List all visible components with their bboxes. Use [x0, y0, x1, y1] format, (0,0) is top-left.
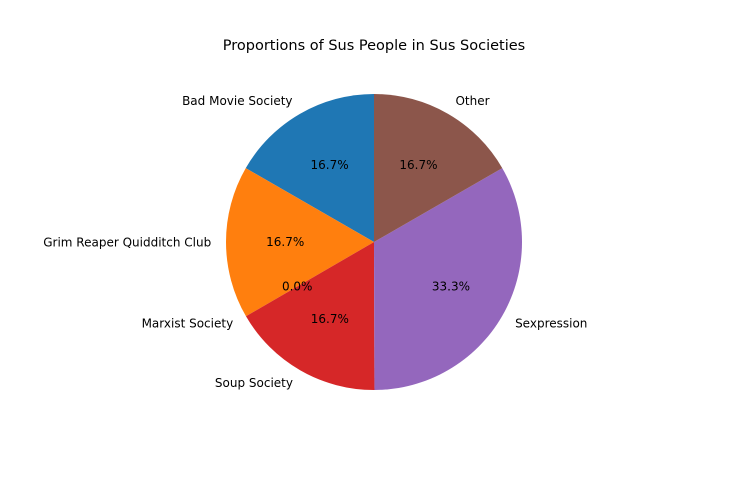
slice-label-sexpression: Sexpression: [515, 316, 587, 330]
slice-other: [374, 94, 503, 242]
slice-pct-sexpression: 33.3%: [432, 279, 470, 293]
slice-pct-grim-reaper-quidditch-club: 16.7%: [266, 235, 304, 249]
pie-slices: [225, 94, 522, 390]
slice-pct-other: 16.7%: [399, 158, 437, 172]
slice-pct-soup-society: 16.7%: [311, 312, 349, 326]
slice-pct-bad-movie-society: 16.7%: [310, 158, 348, 172]
slice-bad-movie-society: [245, 94, 374, 242]
slice-label-soup-society: Soup Society: [215, 376, 293, 390]
slice-label-marxist-society: Marxist Society: [142, 317, 234, 331]
slice-label-grim-reaper-quidditch-club: Grim Reaper Quidditch Club: [43, 235, 211, 249]
slice-grim-reaper-quidditch-club: [225, 168, 374, 317]
slice-label-bad-movie-society: Bad Movie Society: [182, 94, 292, 108]
chart-title: Proportions of Sus People in Sus Societi…: [223, 38, 525, 54]
slice-label-other: Other: [455, 94, 489, 108]
slice-sexpression: [374, 168, 522, 390]
pie-labels: Bad Movie Society 16.7% Grim Reaper Quiddi…: [43, 94, 587, 390]
slice-soup-society: [245, 242, 375, 390]
slice-pct-marxist-society: 0.0%: [282, 280, 313, 294]
